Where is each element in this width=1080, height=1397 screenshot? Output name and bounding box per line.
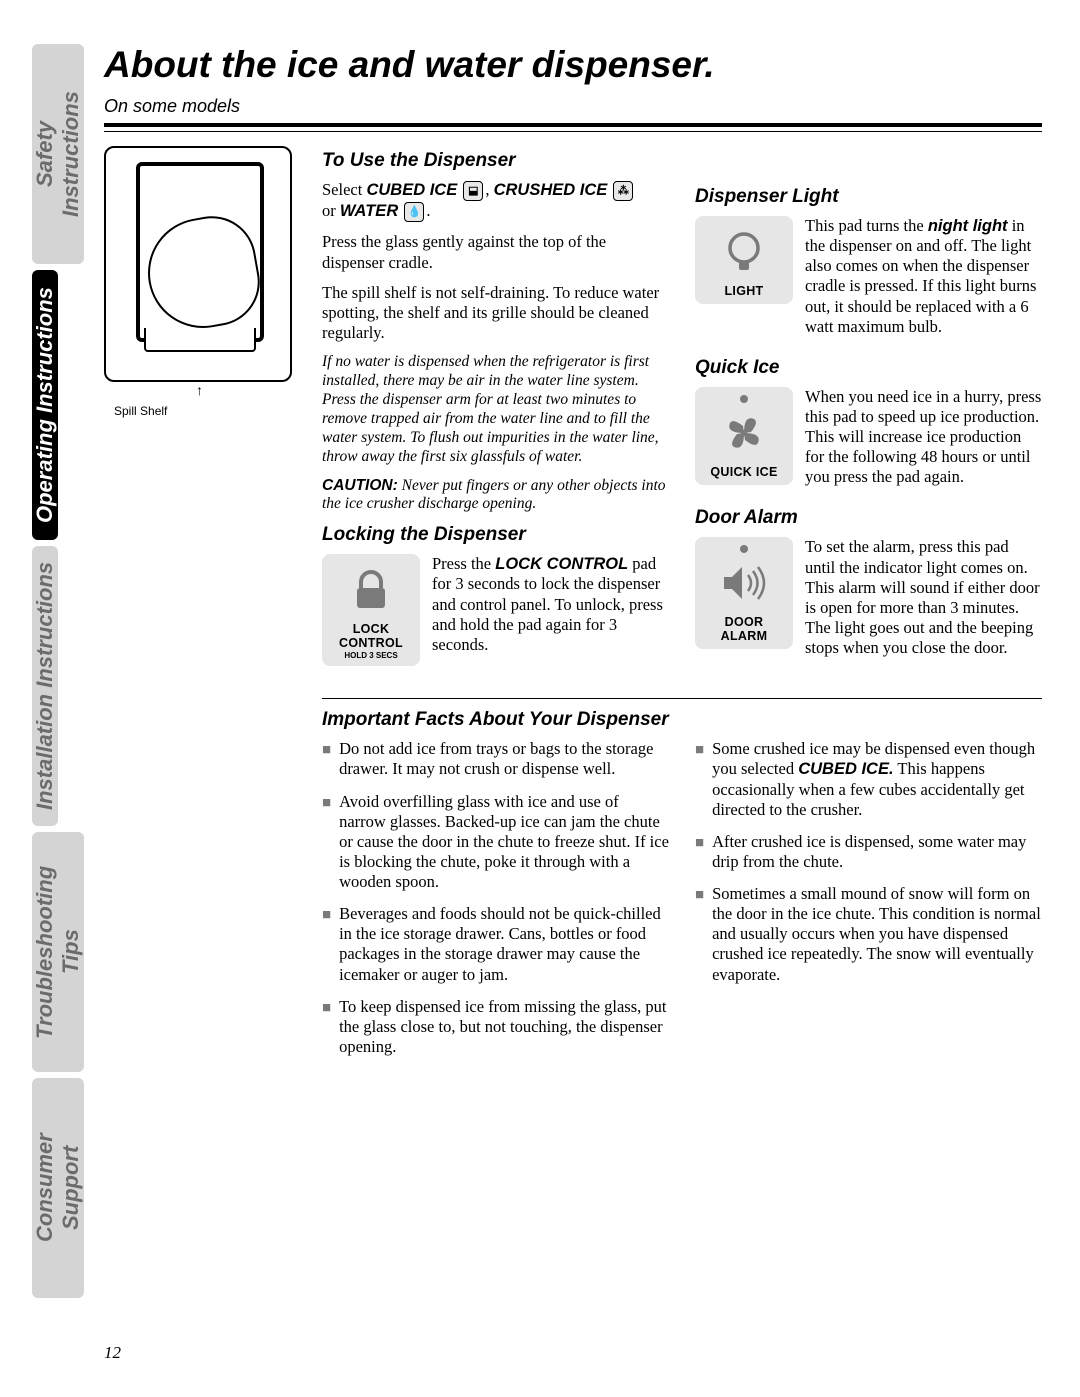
light-pad: LIGHT [695, 216, 793, 304]
bullet-icon: ■ [695, 886, 704, 985]
heading-locking: Locking the Dispenser [322, 524, 669, 546]
page-body: About the ice and water dispenser. On so… [104, 44, 1042, 1069]
heading-facts: Important Facts About Your Dispenser [322, 709, 1042, 731]
lock-control-text: Press the LOCK CONTROL pad for 3 seconds… [432, 554, 669, 655]
crushed-ice-icon: ⁂ [613, 181, 633, 201]
dispenser-illustration: ↑ [104, 146, 292, 382]
heading-dispenser-light: Dispenser Light [695, 186, 1042, 208]
caution-text: CAUTION: Never put fingers or any other … [322, 477, 669, 515]
lock-control-sublabel: HOLD 3 SECS [328, 651, 414, 660]
rule-facts [322, 698, 1042, 699]
page-title: About the ice and water dispenser. [104, 44, 1042, 86]
door-alarm-pad: DOOR ALARM [695, 537, 793, 649]
indicator-dot-icon [740, 545, 748, 553]
tab-installation[interactable]: Installation Instructions [32, 546, 58, 826]
press-glass-text: Press the glass gently against the top o… [322, 232, 669, 272]
lock-control-label: LOCK CONTROL [328, 622, 414, 650]
air-in-line-note: If no water is dispensed when the refrig… [322, 353, 669, 466]
page-number: 12 [104, 1343, 121, 1363]
facts-right-col: ■Some crushed ice may be dispensed even … [695, 739, 1042, 1069]
fan-icon [718, 407, 770, 459]
door-alarm-label: DOOR ALARM [701, 615, 787, 643]
quick-ice-label: QUICK ICE [701, 465, 787, 479]
door-alarm-text: To set the alarm, press this pad until t… [805, 537, 1042, 658]
bulb-icon [718, 226, 770, 278]
bullet-icon: ■ [322, 794, 331, 893]
bullet-icon: ■ [322, 741, 331, 779]
heading-quick-ice: Quick Ice [695, 357, 1042, 379]
fact-item: ■Beverages and foods should not be quick… [322, 904, 669, 985]
tab-operating[interactable]: Operating Instructions [32, 270, 58, 540]
facts-left-col: ■Do not add ice from trays or bags to th… [322, 739, 669, 1069]
quick-ice-text: When you need ice in a hurry, press this… [805, 387, 1042, 488]
tab-safety[interactable]: Safety Instructions [32, 44, 84, 264]
tab-consumer[interactable]: Consumer Support [32, 1078, 84, 1298]
bullet-icon: ■ [322, 999, 331, 1057]
quick-ice-pad: QUICK ICE [695, 387, 793, 485]
fact-item: ■Do not add ice from trays or bags to th… [322, 739, 669, 779]
select-line: Select CUBED ICE ⬓, CRUSHED ICE ⁂ or WAT… [322, 180, 669, 222]
tab-troubleshooting[interactable]: Troubleshooting Tips [32, 832, 84, 1072]
heading-door-alarm: Door Alarm [695, 507, 1042, 529]
cubed-ice-icon: ⬓ [463, 181, 483, 201]
side-tabs: Safety Instructions Operating Instructio… [32, 44, 88, 1354]
page-subtitle: On some models [104, 96, 1042, 123]
lock-control-pad: LOCK CONTROL HOLD 3 SECS [322, 554, 420, 666]
spill-shelf-text: The spill shelf is not self-draining. To… [322, 283, 669, 343]
fact-item: ■Sometimes a small mound of snow will fo… [695, 884, 1042, 985]
bullet-icon: ■ [695, 741, 704, 820]
fact-item: ■Avoid overfilling glass with ice and us… [322, 792, 669, 893]
heading-use-dispenser: To Use the Dispenser [322, 150, 669, 172]
bullet-icon: ■ [322, 906, 331, 985]
fact-item: ■To keep dispensed ice from missing the … [322, 997, 669, 1057]
fact-item: ■Some crushed ice may be dispensed even … [695, 739, 1042, 820]
fact-item: ■After crushed ice is dispensed, some wa… [695, 832, 1042, 872]
rule-thin [104, 131, 1042, 132]
light-text: This pad turns the night light in the di… [805, 216, 1042, 337]
bullet-icon: ■ [695, 834, 704, 872]
spill-shelf-label: Spill Shelf [114, 404, 304, 418]
lock-icon [345, 564, 397, 616]
light-label: LIGHT [701, 284, 787, 298]
water-icon: 💧 [404, 202, 424, 222]
speaker-icon [718, 557, 770, 609]
rule-thick [104, 123, 1042, 127]
indicator-dot-icon [740, 395, 748, 403]
illustration-column: ↑ Spill Shelf [104, 146, 304, 1069]
